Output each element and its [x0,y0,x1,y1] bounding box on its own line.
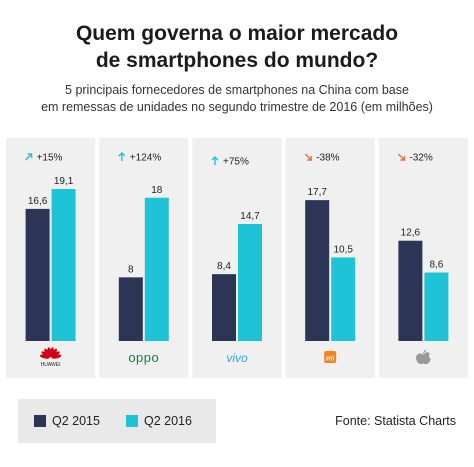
change-label-vivo: +75% [223,157,249,168]
change-label-oppo: +124% [130,153,162,164]
change-arrow-apple [397,153,406,161]
chart-title: Quem governa o maior mercado de smartpho… [0,20,474,74]
data-label-xiaomi-q2-2015: 17,7 [307,187,327,198]
chart-subtitle-line-2: em remessas de unidades no segundo trime… [41,100,433,114]
data-label-apple-q2-2015: 12,6 [401,228,421,239]
bar-huawei-q2-2016 [51,189,76,341]
legend-swatch-q2-2015 [34,415,46,427]
data-label-oppo-q2-2016: 18 [151,185,163,196]
chart-subtitle-line-1: 5 principais fornecedores de smartphones… [65,83,409,97]
legend-swatch-q2-2016 [126,415,138,427]
panel-huawei [6,138,96,378]
oppo-logo-text: oppo [128,350,159,365]
legend-label-q2-2016: Q2 2016 [144,414,192,428]
change-arrow-huawei [25,153,33,161]
panel-xiaomi [285,138,375,378]
change-arrow-oppo [118,152,126,161]
panel-vivo [192,138,282,378]
bar-xiaomi-q2-2015 [305,200,330,341]
data-label-apple-q2-2016: 8,6 [429,260,443,271]
bar-vivo-q2-2015 [212,274,236,341]
bar-apple-q2-2015 [398,240,423,341]
panel-apple [378,138,468,378]
xiaomi-logo-text: mi [326,356,334,363]
legend-item-q2-2015: Q2 2015 [34,414,100,428]
bar-oppo-q2-2016 [144,197,169,341]
change-label-huawei: +15% [37,153,63,164]
vivo-logo-text: vivo [226,351,248,365]
bar-apple-q2-2016 [424,272,449,341]
change-arrow-xiaomi [304,153,312,161]
chart-title-line-2: de smartphones do mundo? [95,49,379,72]
change-arrow-vivo [211,156,219,165]
xiaomi-logo-icon [324,351,337,363]
data-label-xiaomi-q2-2016: 10,5 [333,244,353,255]
bar-oppo-q2-2015 [118,277,143,341]
bar-huawei-q2-2015 [25,208,50,341]
legend-label-q2-2015: Q2 2015 [52,414,100,428]
data-label-huawei-q2-2015: 16,6 [28,196,48,207]
bar-vivo-q2-2016 [238,224,262,341]
chart-subtitle: 5 principais fornecedores de smartphones… [0,82,474,116]
data-label-vivo-q2-2015: 8,4 [217,261,231,272]
data-label-huawei-q2-2016: 19,1 [54,176,74,187]
legend: Q2 2015 Q2 2016 [18,399,216,443]
chart-title-line-1: Quem governa o maior mercado [75,22,399,45]
change-label-apple: -32% [409,153,432,164]
source-note: Fonte: Statista Charts [335,414,456,428]
huawei-logo-text: HUAWEI [41,362,61,368]
data-label-oppo-q2-2015: 8 [128,264,134,275]
huawei-logo-icon [39,347,62,359]
legend-item-q2-2016: Q2 2016 [126,414,192,428]
bar-xiaomi-q2-2016 [331,257,356,341]
data-label-vivo-q2-2016: 14,7 [240,211,260,222]
panel-oppo [99,138,189,378]
apple-logo-icon [415,349,431,365]
change-label-xiaomi: -38% [316,153,339,164]
